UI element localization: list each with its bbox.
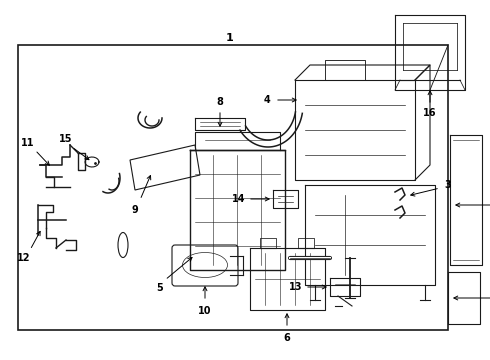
Text: 5: 5 bbox=[157, 283, 163, 293]
Text: 9: 9 bbox=[132, 205, 138, 215]
Text: 14: 14 bbox=[232, 194, 246, 204]
Text: 10: 10 bbox=[198, 306, 212, 316]
Text: 16: 16 bbox=[423, 108, 437, 118]
Text: 3: 3 bbox=[444, 180, 451, 190]
Text: 15: 15 bbox=[59, 134, 73, 144]
Text: 1: 1 bbox=[226, 33, 234, 43]
Text: 4: 4 bbox=[264, 95, 270, 105]
Text: 13: 13 bbox=[289, 282, 303, 292]
Bar bbox=[18, 45, 448, 330]
Text: 11: 11 bbox=[21, 138, 35, 148]
Text: 6: 6 bbox=[284, 333, 291, 343]
Text: 8: 8 bbox=[217, 97, 223, 107]
Text: 12: 12 bbox=[17, 253, 31, 263]
